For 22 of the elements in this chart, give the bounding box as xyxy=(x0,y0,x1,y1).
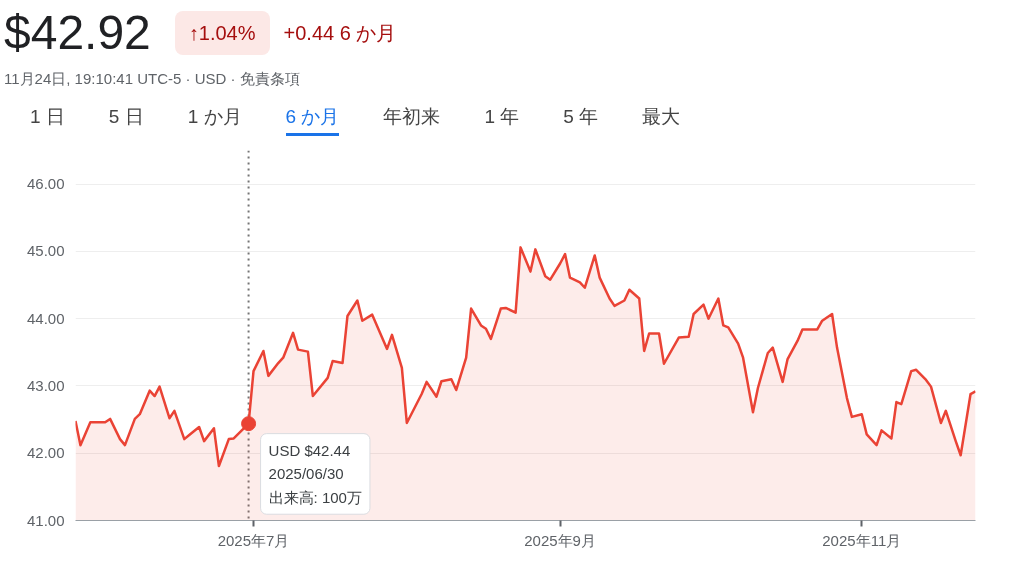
x-tick-label: 2025年9月 xyxy=(524,531,596,549)
text: 年初来 xyxy=(383,105,441,130)
text: ↑1.04% xyxy=(174,10,270,56)
y-tick-label: 42.00 xyxy=(26,444,65,462)
text: 5 日 xyxy=(108,105,144,130)
y-tick-label: 45.00 xyxy=(26,242,65,260)
y-tick-label: 46.00 xyxy=(26,175,65,193)
text: 1 か月 xyxy=(187,105,242,130)
annotation: USD $42.44 2025/06/30 出来高: 100万 xyxy=(268,441,362,507)
text: 1 日 xyxy=(30,105,65,130)
text: 最大 xyxy=(642,105,681,130)
text: 5 年 xyxy=(563,105,599,130)
y-tick-label: 43.00 xyxy=(26,376,65,394)
text: +0.44 6 か月 xyxy=(283,20,397,46)
text: 11月24日, 19:10:41 UTC-5 · USD · 免責条項 xyxy=(4,69,301,89)
y-tick-label: 44.00 xyxy=(26,309,65,327)
y-tick-label: 41.00 xyxy=(26,511,65,529)
chart-title: $42.92 xyxy=(4,4,151,61)
text: 6 か月 xyxy=(285,103,340,136)
x-tick-label: 2025年7月 xyxy=(217,531,290,549)
text: 1 年 xyxy=(484,105,520,130)
x-tick-label: 2025年11月 xyxy=(822,531,902,549)
